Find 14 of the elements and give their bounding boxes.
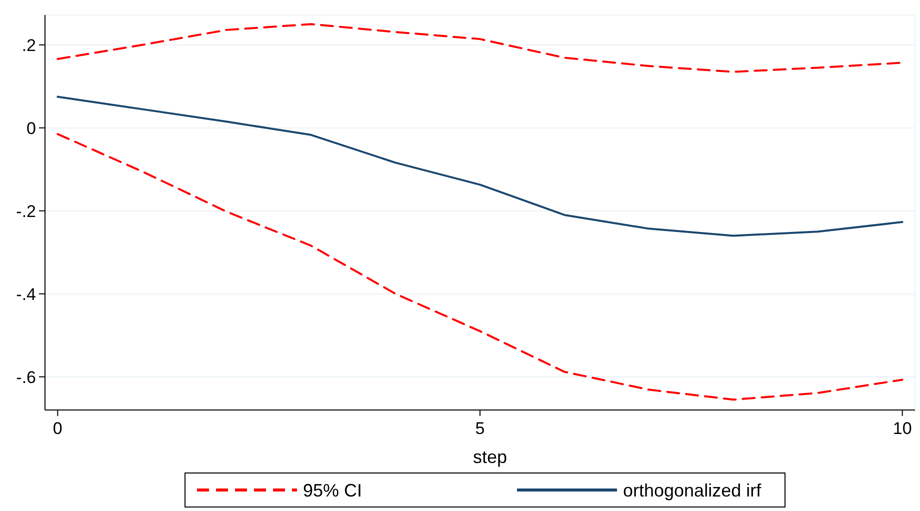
line-series — [56, 96, 904, 237]
x-tick-label: 10 — [892, 419, 912, 438]
legend-label: 95% CI — [303, 480, 362, 500]
x-tick-label: 5 — [475, 419, 485, 438]
y-tick-label: .2 — [22, 36, 36, 55]
y-tick-label: 0 — [26, 118, 36, 138]
x-axis-title: step — [472, 447, 508, 467]
line-series — [56, 133, 904, 401]
legend-label: orthogonalized irf — [623, 480, 762, 500]
x-tick-label: 0 — [52, 419, 62, 438]
line-series — [56, 23, 904, 73]
y-tick-label: -.6 — [16, 368, 36, 387]
y-tick-label: -.2 — [16, 202, 36, 221]
y-tick-label: -.4 — [16, 284, 36, 304]
